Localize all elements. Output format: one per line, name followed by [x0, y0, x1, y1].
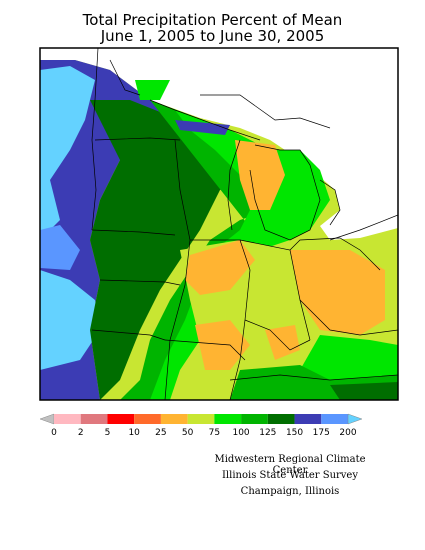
region-no-data: [40, 48, 398, 240]
legend-tick-label: 75: [209, 428, 220, 438]
legend-swatch: [214, 414, 242, 424]
region-150-south: [330, 382, 398, 400]
map-title: Total Precipitation Percent of Mean: [82, 11, 343, 29]
region-w-200b: [40, 225, 80, 270]
legend-tick-label: 5: [105, 428, 111, 438]
legend-swatch: [160, 414, 188, 424]
legend-swatch: [294, 414, 322, 424]
region-50c: [235, 140, 285, 210]
legend-swatch: [267, 414, 295, 424]
legend-swatch: [80, 414, 108, 424]
region-west-200: [40, 66, 95, 240]
legend-tick-label: 0: [51, 428, 57, 438]
region-sw-200: [40, 270, 100, 370]
map-subtitle: June 1, 2005 to June 30, 2005: [100, 27, 325, 45]
credit-line-3: Champaign, Illinois: [240, 486, 340, 497]
region-100-east: [300, 335, 398, 385]
region-100-north: [135, 80, 170, 100]
region-175-north: [175, 120, 230, 135]
legend-tick-label: 125: [259, 428, 276, 438]
region-50d: [195, 320, 250, 370]
map-frame: [39, 47, 399, 401]
region-50a: [185, 240, 255, 295]
legend-tick-label: 25: [155, 428, 166, 438]
legend-swatch: [107, 414, 135, 424]
legend-tick-label: 2: [78, 428, 84, 438]
legend-tick-label: 10: [128, 428, 140, 438]
legend-tick-label: 100: [232, 428, 249, 438]
legend-swatch: [241, 414, 268, 424]
legend-swatch: [321, 414, 348, 424]
legend-tick-label: 175: [313, 428, 330, 438]
legend-swatch: [187, 414, 215, 424]
legend-tick-label: 150: [286, 428, 303, 438]
legend-swatch: [54, 414, 81, 424]
credit-line-2: Illinois State Water Survey: [221, 470, 358, 481]
legend-tick-label: 50: [182, 428, 194, 438]
region-100-mi: [290, 160, 325, 210]
state-boundaries: [91, 48, 398, 400]
legend-tick-label: 200: [339, 428, 356, 438]
legend-bar: 0 2 5 10 25 50 75 100 125 150 175 200: [39, 413, 363, 438]
legend-swatch-above: [347, 413, 363, 425]
credit-line-1: Midwestern Regional Climate Center: [214, 454, 366, 476]
legend-swatch: [134, 414, 161, 424]
legend-swatch-below: [39, 413, 55, 425]
